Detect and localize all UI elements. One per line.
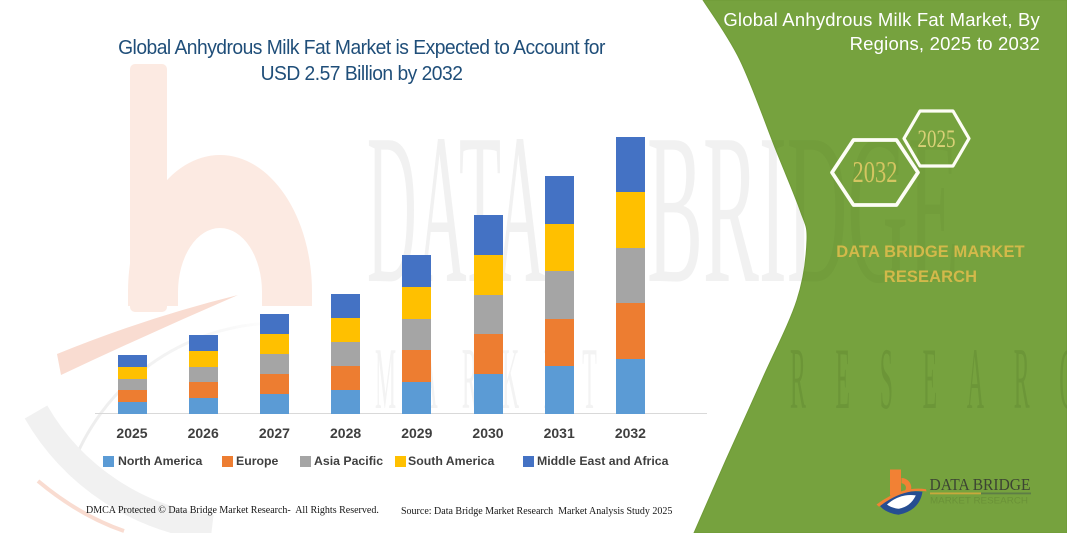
svg-text:RESEARCH: RESEARCH	[790, 330, 1067, 427]
svg-text:MARKET RESEARCH: MARKET RESEARCH	[930, 496, 1028, 506]
svg-text:2025: 2025	[918, 126, 956, 153]
svg-text:DATA BRIDGE: DATA BRIDGE	[930, 475, 1031, 494]
svg-text:DATA: DATA	[367, 90, 545, 328]
svg-text:2032: 2032	[853, 154, 898, 189]
